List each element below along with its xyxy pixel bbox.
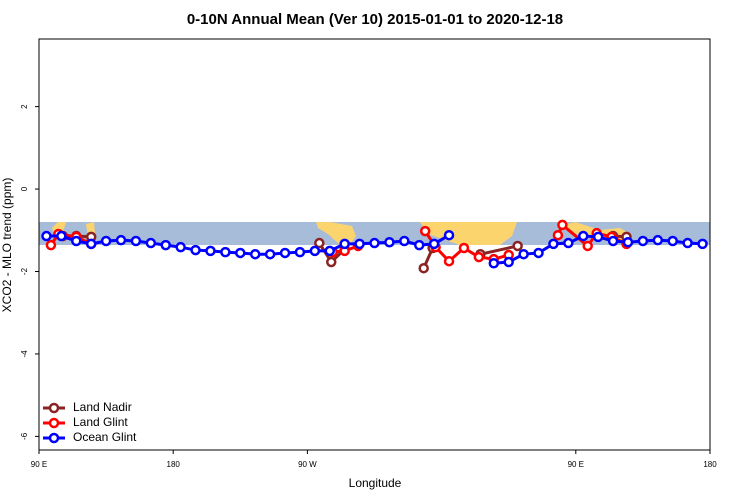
series-point xyxy=(503,256,514,268)
series-point xyxy=(309,245,321,257)
series-point xyxy=(697,238,708,250)
series-point xyxy=(443,255,455,267)
series-line xyxy=(480,244,518,256)
series-point xyxy=(607,235,619,247)
chart-title: 0-10N Annual Mean (Ver 10) 2015-01-01 to… xyxy=(187,11,563,28)
series-point xyxy=(413,239,425,251)
x-tick-label: 90 W xyxy=(298,460,317,469)
series-point xyxy=(652,234,664,246)
series-line xyxy=(46,233,450,256)
x-tick-label: 180 xyxy=(703,460,717,469)
series-point xyxy=(428,238,440,250)
series-point xyxy=(578,230,589,242)
x-tick-label: 180 xyxy=(167,460,181,469)
series-point xyxy=(512,240,523,252)
series-point xyxy=(205,245,216,257)
series-point xyxy=(354,238,365,250)
series-point xyxy=(56,230,67,242)
series-point xyxy=(369,237,380,249)
x-axis-label: Longitude xyxy=(349,476,402,490)
series-point xyxy=(552,229,564,241)
series-point xyxy=(41,230,52,242)
series-point xyxy=(130,235,142,247)
series-point xyxy=(667,235,678,247)
y-tick-label: 0 xyxy=(20,186,29,191)
series-point xyxy=(518,248,529,260)
ocean xyxy=(39,222,710,245)
series-point xyxy=(622,236,634,248)
x-tick-label: 90 E xyxy=(31,460,47,469)
series-point xyxy=(592,231,604,243)
series-point xyxy=(582,240,593,252)
series-point xyxy=(235,247,246,259)
series-point xyxy=(339,238,350,250)
series-point xyxy=(85,238,97,250)
series-point xyxy=(548,238,559,250)
series-point xyxy=(190,244,201,256)
series-point xyxy=(419,225,431,237)
series-point xyxy=(71,235,82,247)
series-point xyxy=(563,237,574,249)
y-tick-label: -4 xyxy=(20,350,29,358)
series-point xyxy=(100,235,112,247)
series-point xyxy=(458,242,470,254)
plot-frame xyxy=(38,38,711,451)
legend-marker xyxy=(48,402,60,414)
legend-marker xyxy=(48,432,60,444)
series-point xyxy=(557,219,568,231)
x-tick-label: 90 E xyxy=(568,460,584,469)
series-point xyxy=(145,237,157,249)
series-point xyxy=(326,256,337,268)
series-point xyxy=(399,235,410,247)
series-point xyxy=(324,245,336,257)
series-point xyxy=(264,248,276,260)
legend-label: Land Nadir xyxy=(73,400,132,414)
series-point xyxy=(160,239,171,251)
series-point xyxy=(279,247,291,259)
legend-label: Land Glint xyxy=(73,415,128,429)
series-point xyxy=(637,235,649,247)
series-point xyxy=(175,241,186,253)
series-point xyxy=(473,251,485,263)
y-tick-label: 2 xyxy=(20,104,29,109)
series-point xyxy=(294,246,306,258)
series-point xyxy=(384,236,395,248)
series-point xyxy=(488,258,500,269)
legend-label: Ocean Glint xyxy=(73,430,137,444)
series-point xyxy=(682,237,693,249)
y-axis-label: XCO2 - MLO trend (ppm) xyxy=(0,178,14,313)
series-point xyxy=(314,237,325,249)
series-line xyxy=(49,232,92,246)
series-point xyxy=(533,247,544,259)
series-point xyxy=(220,246,231,258)
series-point xyxy=(249,248,261,260)
series-point xyxy=(115,234,127,246)
series-point xyxy=(45,239,57,251)
series-point xyxy=(443,229,455,241)
legend-marker xyxy=(48,417,60,429)
y-tick-label: -2 xyxy=(20,267,29,275)
y-tick-label: -6 xyxy=(20,432,29,440)
series-point xyxy=(418,262,429,274)
